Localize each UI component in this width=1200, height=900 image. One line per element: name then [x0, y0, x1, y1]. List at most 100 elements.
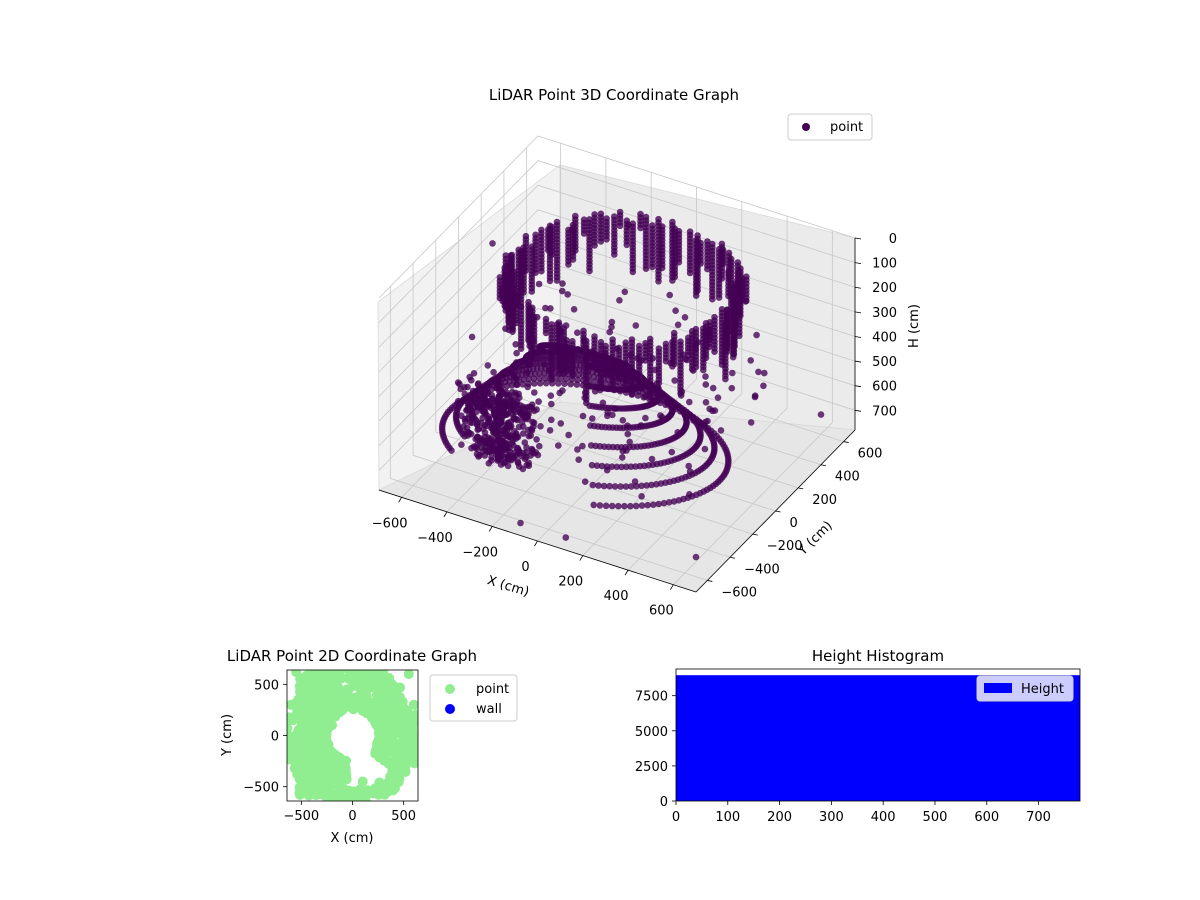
point-marker	[546, 427, 554, 434]
point-marker	[602, 502, 610, 510]
x-tick	[398, 497, 402, 503]
point-marker	[755, 368, 762, 376]
point-marker-2d	[358, 792, 369, 801]
point-marker	[492, 420, 500, 427]
point-marker	[686, 398, 693, 406]
point-marker	[580, 372, 587, 379]
point-marker	[489, 438, 496, 446]
plot-2d: LiDAR Point 2D Coordinate Graph −500 0 500…	[220, 647, 518, 846]
point-marker	[642, 265, 650, 273]
point-marker	[709, 384, 717, 392]
point-marker	[692, 292, 700, 300]
point-marker-2d	[394, 774, 405, 785]
point-marker	[623, 463, 630, 471]
z-tick	[854, 237, 862, 240]
point-marker	[613, 463, 621, 471]
point-marker	[718, 275, 726, 282]
x-tick-label: 400	[604, 589, 629, 604]
point-marker	[619, 454, 626, 461]
series-point-2d	[287, 670, 418, 801]
z-tick-label: 600	[872, 380, 897, 395]
grid-x	[673, 230, 833, 585]
point-marker	[711, 407, 719, 414]
z-tick	[854, 409, 862, 412]
point-marker-2d	[370, 675, 381, 686]
point-marker	[596, 386, 604, 394]
y-tick-label-hist: 7500	[635, 690, 668, 705]
point-marker	[555, 319, 563, 326]
point-marker-2d	[355, 784, 366, 795]
point-marker	[637, 224, 644, 232]
point-marker	[626, 351, 634, 359]
point-marker	[604, 385, 612, 393]
point-marker-2d	[336, 756, 347, 767]
point-marker	[638, 357, 645, 364]
point-marker	[603, 466, 611, 474]
point-marker	[715, 294, 723, 301]
x-tick-label: −200	[462, 545, 498, 560]
x-tick-label-hist: 700	[1026, 810, 1051, 825]
point-marker	[533, 436, 540, 443]
point-marker	[747, 419, 755, 426]
point-marker	[671, 377, 678, 384]
point-marker	[531, 389, 538, 396]
z-tick-label: 400	[872, 330, 897, 345]
x-tick	[443, 511, 448, 518]
point-marker	[499, 439, 507, 446]
point-marker	[590, 501, 597, 509]
legend-label-wall: wall	[476, 702, 502, 717]
point-marker	[474, 426, 482, 434]
point-marker-2d	[338, 696, 349, 707]
point-marker	[556, 389, 563, 397]
point-marker-2d	[408, 699, 418, 710]
point-marker	[581, 478, 589, 486]
point-marker	[513, 433, 521, 440]
y-axis-label-2d: Y (cm)	[220, 714, 235, 757]
point-marker-2d	[357, 776, 368, 787]
point-marker	[531, 380, 538, 387]
y-tick-label: −200	[767, 539, 803, 554]
point-marker	[481, 410, 489, 418]
series-point-3d	[438, 208, 767, 510]
point-marker	[648, 481, 655, 489]
point-marker	[747, 357, 754, 364]
grid-y	[389, 286, 708, 581]
point-marker	[731, 342, 738, 350]
point-marker	[555, 370, 562, 377]
point-marker	[475, 380, 482, 387]
point-marker	[468, 444, 475, 452]
point-marker	[586, 362, 594, 370]
x-tick-label-hist: 100	[715, 810, 740, 825]
point-marker	[507, 406, 515, 413]
point-marker	[484, 418, 492, 426]
point-marker-2d	[400, 766, 411, 777]
point-marker	[732, 321, 739, 329]
legend-label-height: Height	[1021, 682, 1064, 697]
point-marker	[642, 414, 649, 422]
point-marker	[528, 288, 536, 295]
point-marker	[542, 304, 549, 312]
point-marker	[704, 330, 711, 338]
y-tick	[843, 441, 849, 443]
point-marker	[490, 407, 498, 415]
point-marker	[606, 328, 613, 336]
point-marker	[536, 442, 543, 450]
z-tick	[854, 360, 862, 363]
point-marker	[734, 283, 742, 290]
point-marker	[525, 426, 532, 434]
point-marker	[464, 395, 472, 402]
point-marker	[629, 268, 637, 276]
point-marker	[655, 500, 662, 508]
point-marker	[530, 423, 537, 430]
point-marker	[560, 370, 567, 378]
point-marker	[513, 381, 520, 388]
point-marker	[591, 242, 598, 249]
point-marker	[626, 438, 633, 446]
point-marker	[621, 288, 629, 296]
point-marker	[511, 428, 518, 435]
point-marker	[547, 305, 554, 312]
point-marker	[528, 403, 535, 411]
z-axis-label: H (cm)	[907, 304, 922, 348]
point-marker	[681, 314, 689, 321]
point-marker	[722, 375, 729, 383]
